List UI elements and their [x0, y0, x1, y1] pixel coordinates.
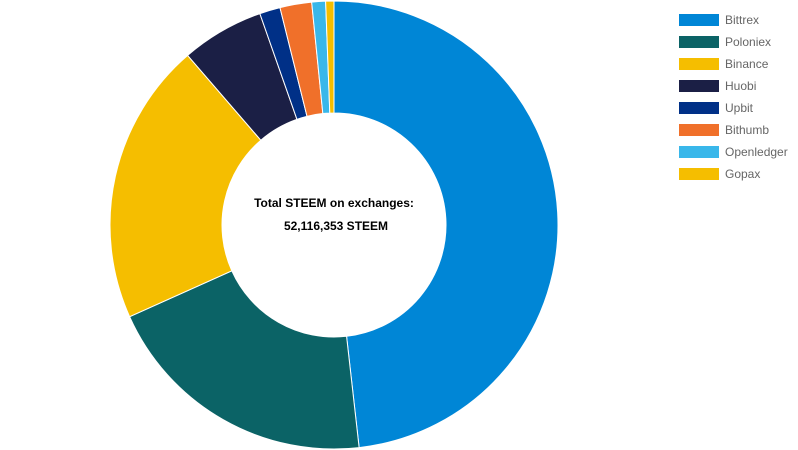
legend-swatch: [679, 80, 719, 92]
total-value: 52,116,353 STEEM: [283, 219, 389, 233]
legend-swatch: [679, 124, 719, 136]
legend-item-upbit[interactable]: Upbit: [679, 97, 797, 119]
legend-label: Gopax: [725, 167, 761, 181]
slice-binance[interactable]: [109, 54, 262, 318]
legend-item-openledger[interactable]: Openledger: [679, 141, 797, 163]
legend-swatch: [679, 168, 719, 180]
legend-item-gopax[interactable]: Gopax: [679, 163, 797, 185]
legend-label: Openledger: [725, 145, 788, 159]
legend-item-bithumb[interactable]: Bithumb: [679, 119, 797, 141]
legend-label: Poloniex: [725, 35, 772, 49]
slice-gopax[interactable]: [325, 0, 335, 114]
chart-legend: Bittrex Poloniex Binance Huobi Upbit Bithumb O…: [679, 9, 797, 185]
legend-swatch: [679, 14, 719, 26]
legend-item-binance[interactable]: Binance: [679, 53, 797, 75]
legend-item-bittrex[interactable]: Bittrex: [679, 9, 797, 31]
donut-center-label: Total STEEM on exchanges: 52,116,353 STE…: [224, 195, 444, 234]
donut-chart-svg: [109, 0, 559, 450]
legend-swatch: [679, 146, 719, 158]
total-label: Total STEEM on exchanges:: [254, 196, 414, 210]
legend-label: Upbit: [725, 101, 754, 115]
legend-swatch: [679, 36, 719, 48]
slice-bittrex[interactable]: [333, 0, 559, 449]
legend-label: Bittrex: [725, 13, 760, 27]
slice-poloniex[interactable]: [128, 270, 360, 450]
legend-label: Bithumb: [725, 123, 770, 137]
legend-label: Binance: [725, 57, 769, 71]
legend-swatch: [679, 58, 719, 70]
legend-item-poloniex[interactable]: Poloniex: [679, 31, 797, 53]
legend-label: Huobi: [725, 79, 757, 93]
donut-chart: Total STEEM on exchanges: 52,116,353 STE…: [109, 0, 559, 450]
legend-item-huobi[interactable]: Huobi: [679, 75, 797, 97]
legend-swatch: [679, 102, 719, 114]
